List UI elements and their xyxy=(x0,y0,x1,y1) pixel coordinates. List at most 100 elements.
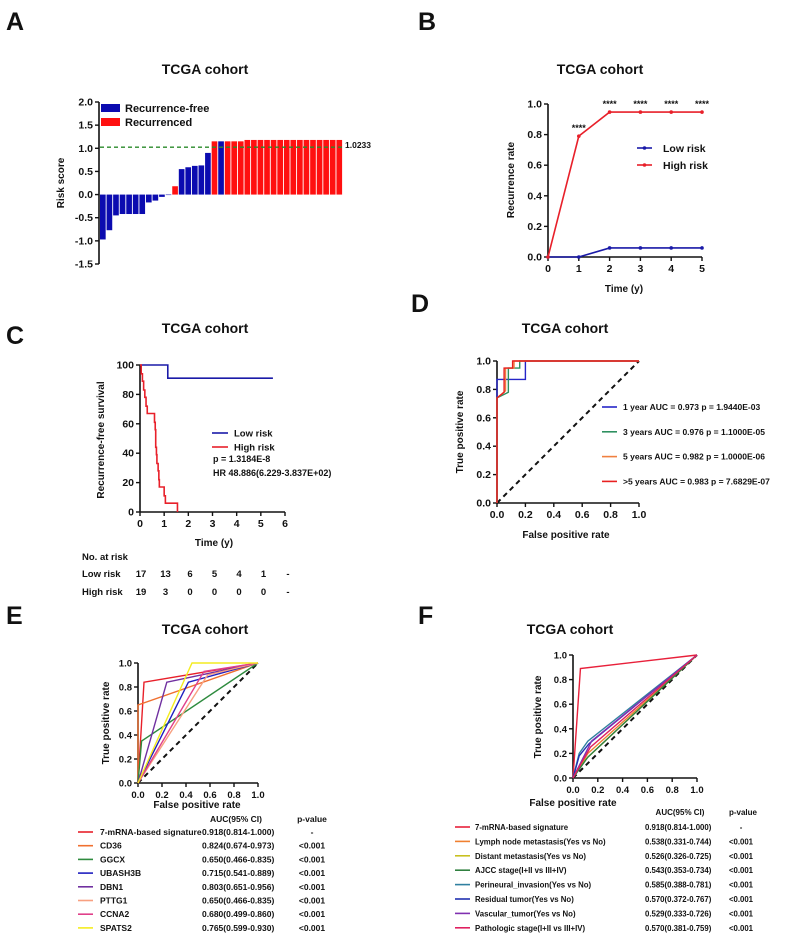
auc-value: 0.803(0.651-0.956) xyxy=(202,882,274,892)
chart-title: TCGA cohort xyxy=(162,621,249,637)
x-tick-label: 1 xyxy=(576,263,582,275)
legend-label: 3 years AUC = 0.976 p = 1.1000E-05 xyxy=(623,427,765,437)
y-tick-label: 0.8 xyxy=(527,129,542,141)
series-line-high-risk xyxy=(547,111,702,258)
p-value: <0.001 xyxy=(729,837,754,846)
y-axis-label: True positive rate xyxy=(455,390,466,473)
auc-value: 0.570(0.372-0.767) xyxy=(645,895,712,904)
y-tick-label: -0.5 xyxy=(75,212,93,224)
legend-label: UBASH3B xyxy=(100,868,141,878)
auc-value: 0.585(0.388-0.781) xyxy=(645,881,712,890)
panel-letter: A xyxy=(6,8,24,36)
significance-annotation: **** xyxy=(695,99,710,109)
roc-curve xyxy=(137,662,259,784)
y-tick-label: 0.2 xyxy=(476,469,491,481)
y-tick-label: 0.8 xyxy=(476,384,491,396)
y-tick-label: 1.0 xyxy=(554,651,567,662)
risk-score-bar xyxy=(218,141,224,195)
risk-score-bar xyxy=(139,194,146,215)
panel-A-axes: -1.5 -1.0 -0.5 0.0 0.5 1.0 1.5 2.0 xyxy=(75,97,100,271)
risk-score-bar xyxy=(132,194,139,215)
legend-label: High risk xyxy=(663,160,708,172)
table-header-p-value: p-value xyxy=(729,808,758,817)
risk-score-bar xyxy=(185,167,192,195)
x-tick-label: 1.0 xyxy=(690,785,703,796)
y-axis-label: Recurrence-free survival xyxy=(96,381,107,499)
risk-table-value: 0 xyxy=(261,587,266,598)
risk-score-bar xyxy=(323,139,329,195)
auc-value: 0.538(0.331-0.744) xyxy=(645,837,712,846)
y-tick-label: 0.0 xyxy=(119,779,132,790)
risk-score-bar xyxy=(251,139,257,195)
significance-annotation: **** xyxy=(603,99,618,109)
roc-curve xyxy=(137,662,259,784)
x-tick-label: 1.0 xyxy=(251,790,264,801)
auc-value: 0.570(0.381-0.759) xyxy=(645,924,712,933)
p-value: <0.001 xyxy=(299,841,326,851)
data-point xyxy=(700,246,704,250)
p-value: <0.001 xyxy=(729,909,754,918)
y-tick-label: 1.0 xyxy=(527,99,542,111)
p-value: p = 1.3184E-8 xyxy=(213,454,270,464)
legend-label: 1 year AUC = 0.973 p = 1.9440E-03 xyxy=(623,402,760,412)
legend-label: Lymph node metastasis(Yes vs No) xyxy=(475,837,606,846)
chart-title: TCGA cohort xyxy=(162,320,249,336)
y-tick-label: 0.0 xyxy=(476,498,491,510)
roc-curve xyxy=(137,662,259,784)
risk-score-bar xyxy=(119,194,126,215)
y-tick-label: 0.0 xyxy=(554,774,567,785)
legend-label: Low risk xyxy=(234,429,273,440)
x-tick-label: 6 xyxy=(282,518,288,530)
risk-score-bar xyxy=(126,194,132,215)
risk-score-bar xyxy=(264,139,270,195)
auc-value: 0.680(0.499-0.860) xyxy=(202,909,274,919)
data-point xyxy=(607,246,612,250)
risk-table-value: 6 xyxy=(187,569,192,580)
p-value: <0.001 xyxy=(729,881,754,890)
panel-C-axes: 0 20 40 60 80 100 0 1 2 3 4 5 6 xyxy=(116,360,288,531)
x-axis-label: Time (y) xyxy=(605,284,643,295)
p-value: <0.001 xyxy=(729,866,754,875)
legend-marker xyxy=(642,146,647,150)
risk-table-value: 1 xyxy=(261,569,267,580)
x-tick-label: 0.0 xyxy=(490,509,505,521)
panel-D-axes: 0.0 0.2 0.4 0.6 0.8 1.0 0.0 0.2 0.4 0.6 0.8 1.0 xyxy=(476,356,646,522)
x-tick-label: 1.0 xyxy=(632,509,647,521)
x-tick-label: 0 xyxy=(137,518,143,530)
panel-letter: F xyxy=(418,602,433,630)
threshold-label: 1.0233 xyxy=(345,140,371,150)
y-tick-label: 20 xyxy=(122,477,134,489)
risk-table-value: 19 xyxy=(136,587,147,598)
risk-score-bar xyxy=(178,169,185,195)
y-tick-label: 0.2 xyxy=(554,749,567,760)
risk-score-bar xyxy=(145,194,152,203)
p-value: <0.001 xyxy=(299,923,326,933)
risk-score-bar xyxy=(198,165,205,195)
data-point xyxy=(669,110,673,114)
p-value: <0.001 xyxy=(729,895,754,904)
x-tick-label: 0.8 xyxy=(666,785,679,796)
y-tick-label: 0 xyxy=(128,507,134,519)
risk-score-bar xyxy=(237,141,244,195)
y-tick-label: 1.0 xyxy=(78,143,93,155)
y-axis-label: True positive rate xyxy=(533,675,544,758)
auc-value: 0.765(0.599-0.930) xyxy=(202,923,274,933)
y-tick-label: 2.0 xyxy=(78,97,93,109)
risk-table-value: 4 xyxy=(236,569,242,580)
chart-title: TCGA cohort xyxy=(557,61,644,77)
panel-E-axes: 0.0 0.2 0.4 0.6 0.8 1.0 0.0 0.2 0.4 0.6 0.8 1.0 xyxy=(119,659,265,802)
reference-diagonal xyxy=(496,360,640,504)
risk-score-bar xyxy=(297,139,303,195)
reference-diagonal xyxy=(572,654,698,779)
table-header-auc: AUC(95% CI) xyxy=(210,814,262,824)
chart-title: TCGA cohort xyxy=(522,320,609,336)
risk-score-bar xyxy=(165,194,172,196)
risk-score-bar xyxy=(172,186,178,195)
risk-score-bar xyxy=(310,139,316,195)
significance-annotation: **** xyxy=(572,123,587,133)
y-tick-label: 60 xyxy=(122,418,134,430)
x-tick-label: 0.4 xyxy=(179,790,193,801)
legend-swatch xyxy=(101,104,120,112)
legend-label: SPATS2 xyxy=(100,923,132,933)
y-tick-label: 0.6 xyxy=(476,412,491,424)
